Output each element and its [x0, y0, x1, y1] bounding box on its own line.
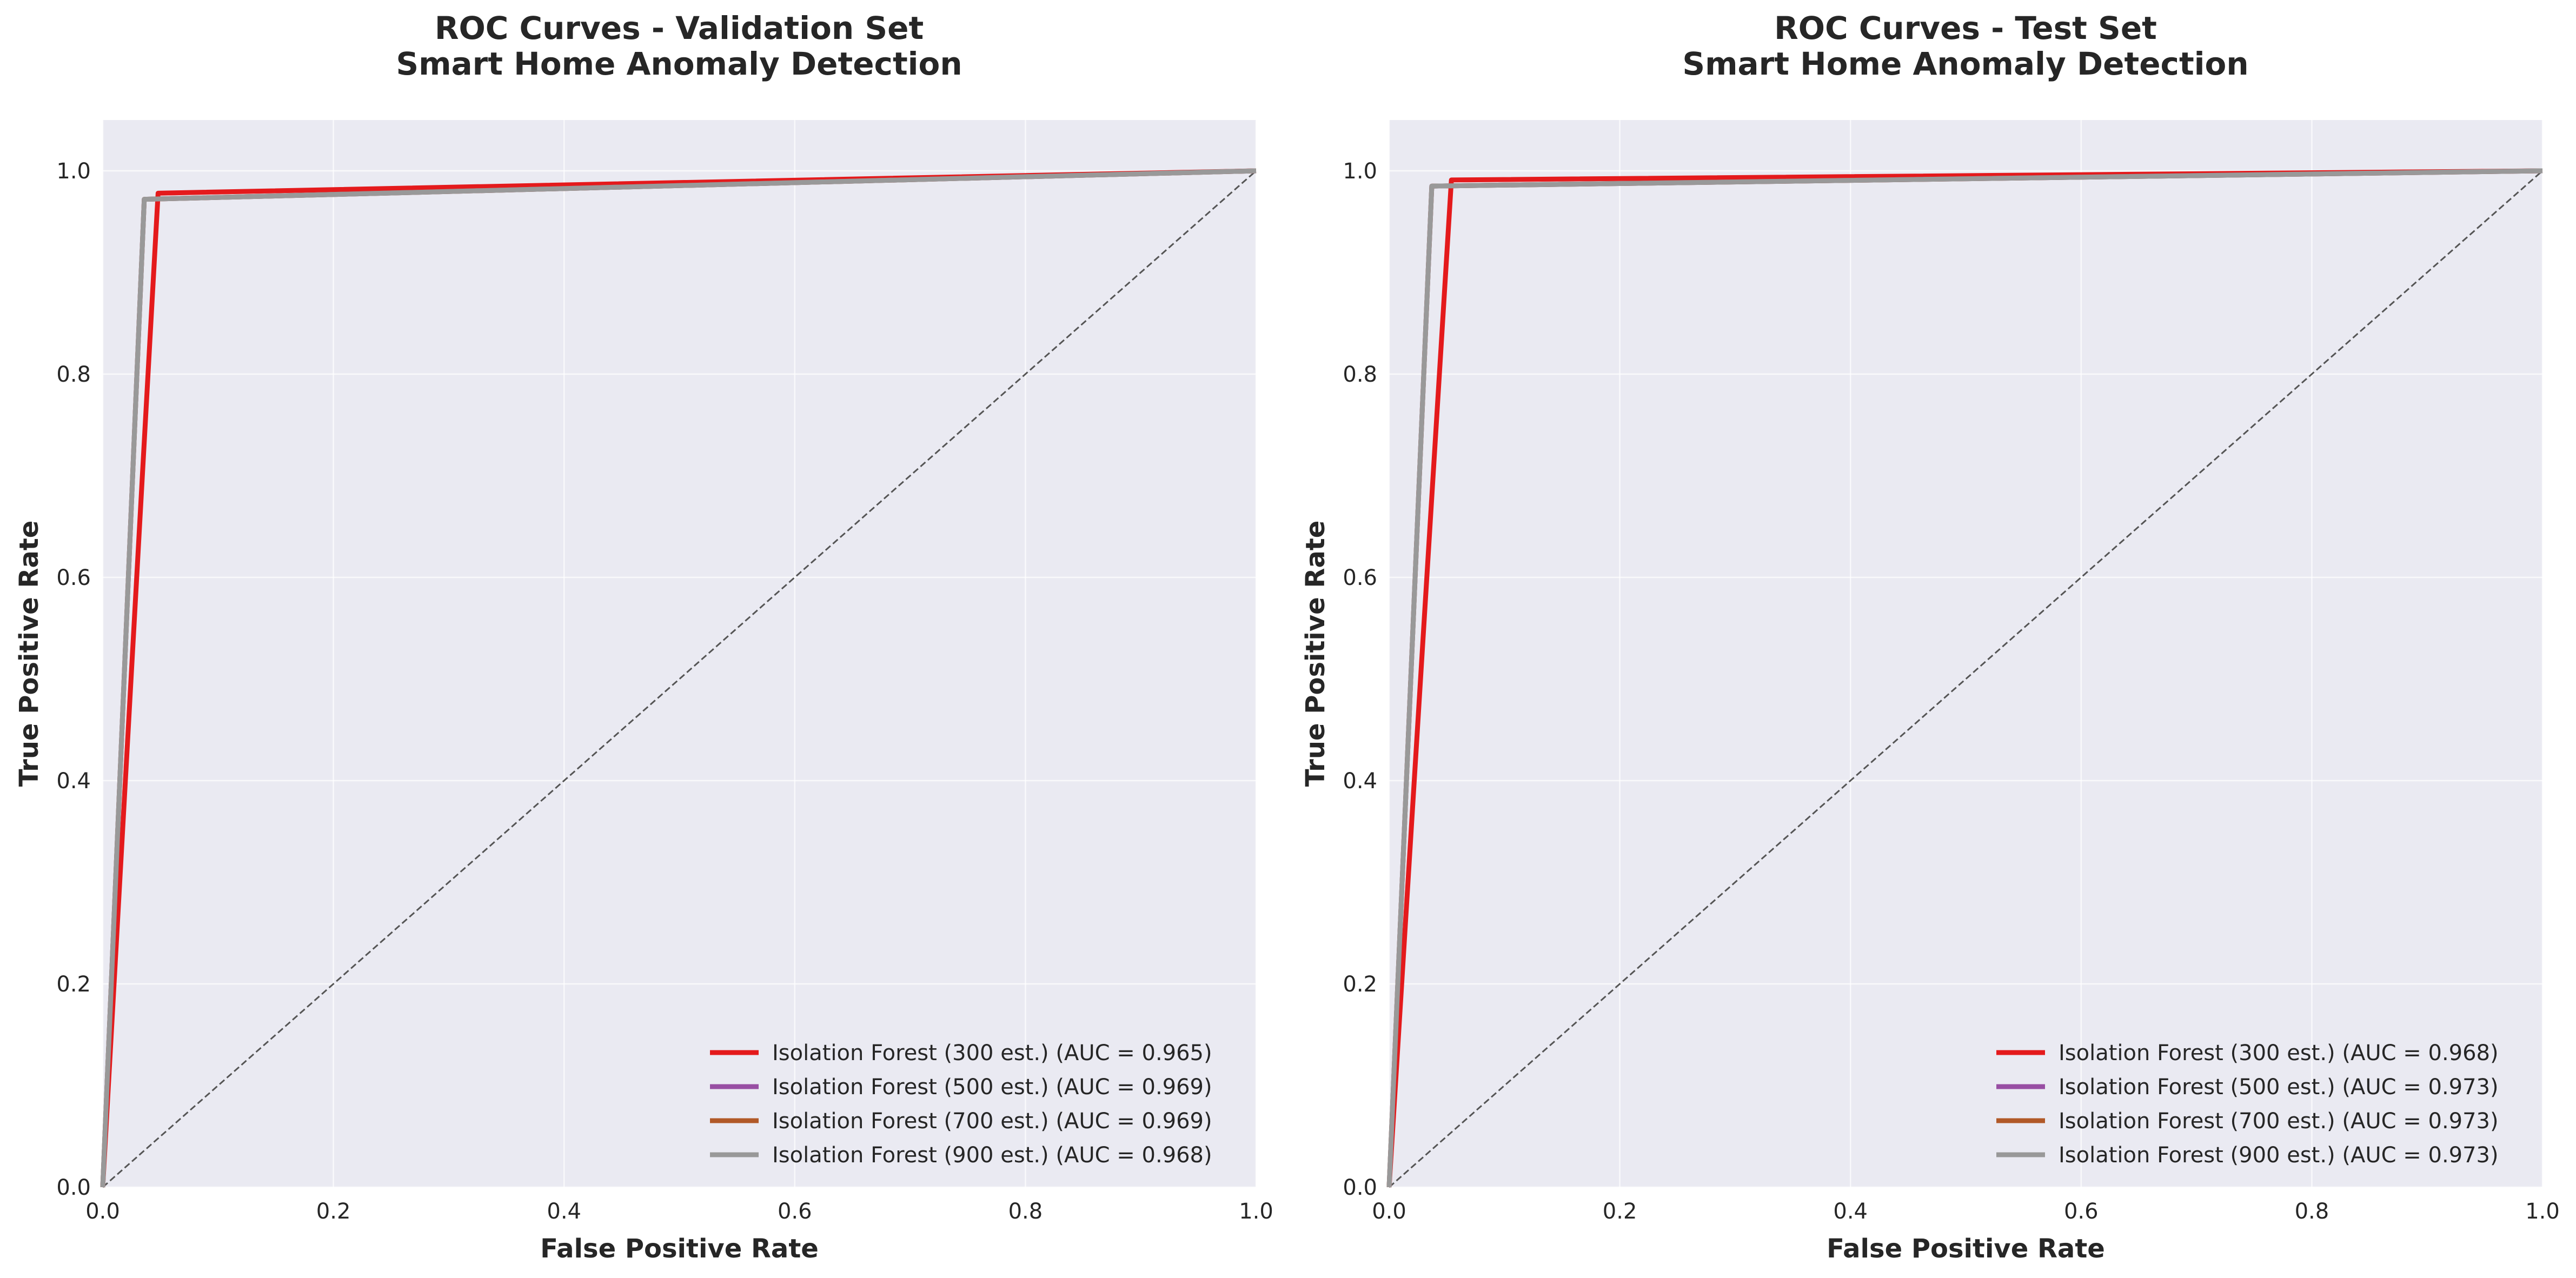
x-tick-label: 1.0 — [1239, 1199, 1273, 1224]
y-tick-label: 0.4 — [1343, 769, 1377, 794]
y-tick-label: 0.6 — [56, 565, 91, 590]
y-tick-label: 0.8 — [56, 362, 91, 387]
x-tick-label: 0.0 — [85, 1199, 120, 1224]
legend: Isolation Forest (300 est.) (AUC = 0.965… — [710, 1041, 1212, 1168]
legend-label-1: Isolation Forest (300 est.) (AUC = 0.965… — [772, 1041, 1212, 1066]
y-tick-label: 0.0 — [56, 1175, 91, 1200]
legend-label-1: Isolation Forest (300 est.) (AUC = 0.968… — [2059, 1041, 2499, 1066]
x-tick-label: 0.2 — [316, 1199, 351, 1224]
x-tick-label: 1.0 — [2525, 1199, 2560, 1224]
x-tick-label: 0.4 — [547, 1199, 581, 1224]
diagonal-reference-line — [1389, 170, 2543, 1188]
chart-title-line-1: ROC Curves - Test Set — [1774, 10, 2157, 46]
chart-title-line-2: Smart Home Anomaly Detection — [1682, 45, 2248, 82]
x-tick-label: 0.8 — [1008, 1199, 1043, 1224]
x-axis-label: False Positive Rate — [1827, 1234, 2105, 1264]
legend-label-4: Isolation Forest (900 est.) (AUC = 0.973… — [2059, 1143, 2499, 1168]
x-tick-label: 0.0 — [1372, 1199, 1406, 1224]
legend: Isolation Forest (300 est.) (AUC = 0.968… — [1996, 1041, 2499, 1168]
series-line-4 — [1386, 168, 2543, 1188]
legend-label-3: Isolation Forest (700 est.) (AUC = 0.969… — [772, 1109, 1212, 1134]
legend-label-2: Isolation Forest (500 est.) (AUC = 0.973… — [2059, 1075, 2499, 1100]
x-tick-label: 0.4 — [1833, 1199, 1868, 1224]
y-axis-label: True Positive Rate — [1300, 521, 1331, 787]
legend-label-3: Isolation Forest (700 est.) (AUC = 0.973… — [2059, 1109, 2499, 1134]
x-tick-label: 0.6 — [778, 1199, 812, 1224]
y-tick-label: 0.6 — [1343, 565, 1377, 590]
x-tick-label: 0.2 — [1603, 1199, 1637, 1224]
y-tick-label: 0.2 — [56, 972, 91, 997]
y-tick-label: 0.4 — [56, 769, 91, 794]
chart-panel-2: 0.0 0.2 0.4 0.6 0.8 1.0 0.0 0.2 0.4 0.6 0.8 1.0 Fals… — [1300, 10, 2560, 1264]
y-tick-label: 1.0 — [1343, 159, 1377, 184]
legend-label-4: Isolation Forest (900 est.) (AUC = 0.968… — [772, 1143, 1212, 1168]
plot-area — [103, 120, 1256, 1187]
y-tick-label: 0.8 — [1343, 362, 1377, 387]
x-tick-label: 0.8 — [2295, 1199, 2329, 1224]
x-tick-label: 0.6 — [2064, 1199, 2099, 1224]
chart-title-line-2: Smart Home Anomaly Detection — [396, 45, 962, 82]
y-axis-label: True Positive Rate — [14, 521, 44, 787]
plot-area — [1389, 120, 2542, 1187]
y-tick-label: 0.2 — [1343, 972, 1377, 997]
series-line-4 — [100, 168, 1257, 1188]
y-tick-label: 0.0 — [1343, 1175, 1377, 1200]
y-tick-label: 1.0 — [56, 159, 91, 184]
diagonal-reference-line — [102, 170, 1257, 1188]
x-axis-label: False Positive Rate — [540, 1234, 819, 1264]
legend-label-2: Isolation Forest (500 est.) (AUC = 0.969… — [772, 1075, 1212, 1100]
chart-panel-1: 0.0 0.2 0.4 0.6 0.8 1.0 0.0 0.2 0.4 0.6 0.8 1.0 Fals… — [14, 10, 1273, 1264]
chart-title-line-1: ROC Curves - Validation Set — [435, 10, 924, 46]
